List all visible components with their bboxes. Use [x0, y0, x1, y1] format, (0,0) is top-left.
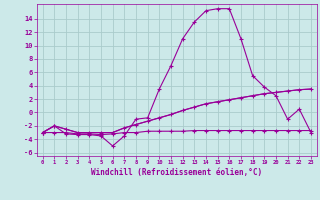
X-axis label: Windchill (Refroidissement éolien,°C): Windchill (Refroidissement éolien,°C) — [91, 168, 262, 177]
